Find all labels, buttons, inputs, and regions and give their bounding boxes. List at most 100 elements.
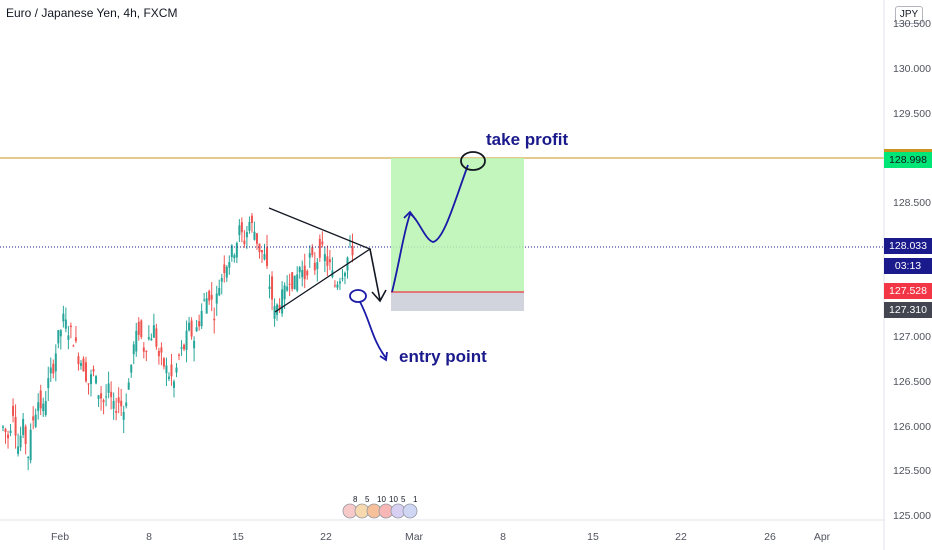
candle-body bbox=[190, 320, 193, 337]
candle-body bbox=[223, 264, 226, 274]
candle-body bbox=[281, 289, 284, 314]
loss-zone[interactable] bbox=[391, 292, 524, 311]
candle-body bbox=[90, 374, 93, 384]
candle-body bbox=[306, 271, 309, 276]
candle-body bbox=[147, 337, 150, 340]
candle-body bbox=[268, 286, 271, 289]
profit-zone[interactable] bbox=[391, 158, 524, 292]
date-tick: 15 bbox=[232, 531, 244, 543]
candle-body bbox=[7, 434, 10, 439]
candle-body bbox=[79, 363, 82, 366]
price-tick: 129.500 bbox=[893, 107, 931, 120]
candle-body bbox=[74, 337, 77, 342]
candle-body bbox=[225, 266, 228, 278]
candle-body bbox=[32, 416, 35, 421]
candle-body bbox=[87, 383, 90, 385]
event-icon[interactable] bbox=[402, 503, 418, 519]
date-tick: Feb bbox=[50, 531, 70, 543]
candle-body bbox=[34, 414, 37, 427]
candle-body bbox=[215, 293, 218, 304]
candle-body bbox=[72, 345, 75, 347]
candle-body bbox=[200, 310, 203, 327]
candle-body bbox=[313, 262, 316, 271]
candle-body bbox=[47, 378, 50, 389]
price-tick: 130.500 bbox=[893, 18, 931, 31]
candle-body bbox=[213, 318, 216, 321]
candle-body bbox=[248, 222, 251, 231]
entry-pointer bbox=[359, 301, 387, 359]
candle-body bbox=[84, 362, 87, 382]
event-icons[interactable] bbox=[342, 503, 418, 519]
candle-body bbox=[127, 382, 130, 390]
projected-path bbox=[391, 164, 469, 293]
candle-body bbox=[336, 284, 339, 288]
candle-body bbox=[150, 338, 153, 341]
candle-body bbox=[180, 347, 183, 349]
event-count: 10 bbox=[377, 495, 386, 504]
take-profit-label: take profit bbox=[486, 130, 569, 149]
candle-body bbox=[162, 358, 165, 367]
candle-body bbox=[24, 426, 27, 445]
currency-badge[interactable]: JPY bbox=[895, 6, 923, 24]
candle-body bbox=[298, 267, 301, 273]
candlestick-series bbox=[2, 213, 354, 471]
candle-body bbox=[44, 401, 47, 415]
price-label: 128.998 bbox=[884, 151, 932, 168]
candle-body bbox=[230, 245, 233, 258]
candle-body bbox=[250, 215, 253, 223]
candle-body bbox=[218, 287, 221, 296]
candle-body bbox=[130, 364, 133, 373]
candle-body bbox=[341, 278, 344, 280]
candle-body bbox=[296, 274, 299, 291]
candle-body bbox=[220, 277, 223, 282]
price-label: 127.528 bbox=[884, 282, 932, 299]
candle-body bbox=[243, 240, 246, 245]
candle-body bbox=[22, 418, 25, 435]
candle-body bbox=[323, 254, 326, 262]
candle-body bbox=[54, 353, 57, 372]
candle-body bbox=[333, 285, 336, 287]
candle-body bbox=[115, 411, 118, 413]
candle-body bbox=[228, 262, 231, 268]
candle-body bbox=[52, 363, 55, 374]
candle-body bbox=[9, 430, 12, 434]
candle-body bbox=[100, 393, 103, 399]
price-tick: 126.000 bbox=[893, 420, 931, 433]
candle-body bbox=[12, 405, 15, 416]
take-profit-circle bbox=[460, 151, 486, 171]
candle-body bbox=[77, 356, 80, 365]
entry-circle bbox=[349, 289, 367, 303]
candle-body bbox=[69, 325, 72, 328]
candle-body bbox=[308, 253, 311, 258]
candle-body bbox=[42, 403, 45, 412]
event-count: 5 bbox=[365, 495, 370, 504]
candle-body bbox=[321, 241, 324, 245]
candle-body bbox=[175, 367, 178, 373]
candle-body bbox=[64, 319, 67, 329]
candle-body bbox=[260, 250, 263, 253]
entry-pointer-head bbox=[379, 351, 388, 362]
breakdown-arrow bbox=[369, 248, 381, 301]
date-tick: 22 bbox=[320, 531, 332, 543]
candle-body bbox=[67, 335, 70, 340]
candle-body bbox=[37, 402, 40, 411]
date-tick: 8 bbox=[146, 531, 152, 543]
date-tick: Mar bbox=[404, 531, 424, 543]
candle-body bbox=[49, 367, 52, 374]
date-tick: 26 bbox=[764, 531, 776, 543]
entry-point-label: entry point bbox=[399, 347, 487, 366]
candle-body bbox=[142, 347, 145, 352]
candle-body bbox=[110, 391, 113, 398]
candle-body bbox=[155, 328, 158, 347]
candle-body bbox=[122, 412, 125, 420]
breakdown-arrowhead bbox=[371, 289, 387, 303]
candle-body bbox=[316, 262, 319, 270]
candle-body bbox=[205, 298, 208, 314]
candle-body bbox=[120, 400, 123, 407]
candle-body bbox=[160, 347, 163, 353]
event-count: 8 bbox=[353, 495, 358, 504]
candle-body bbox=[301, 270, 304, 278]
candle-body bbox=[17, 446, 20, 454]
event-count: 10 bbox=[389, 495, 398, 504]
